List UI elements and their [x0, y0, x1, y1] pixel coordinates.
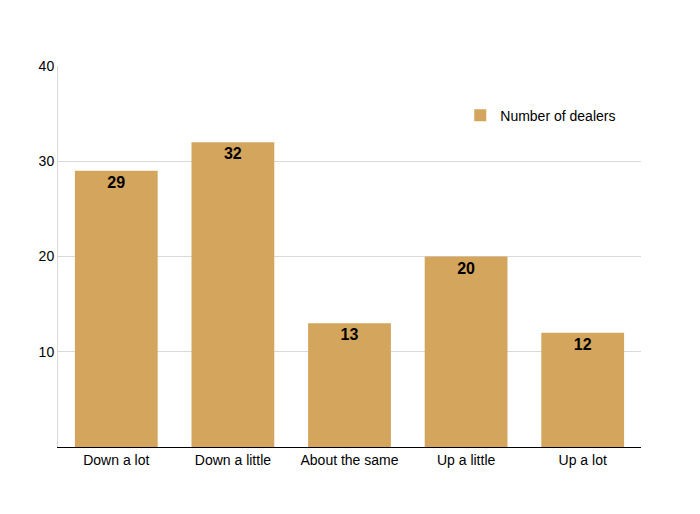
svg-text:Down a lot: Down a lot [83, 452, 149, 468]
svg-text:40: 40 [39, 58, 55, 74]
svg-text:29: 29 [107, 174, 125, 191]
svg-text:32: 32 [224, 145, 242, 162]
svg-text:Up a little: Up a little [437, 452, 496, 468]
svg-text:13: 13 [341, 326, 359, 343]
svg-text:Up a lot: Up a lot [559, 452, 607, 468]
svg-text:20: 20 [457, 260, 475, 277]
svg-text:30: 30 [39, 153, 55, 169]
svg-text:Number of dealers: Number of dealers [500, 108, 615, 124]
svg-text:Down a little: Down a little [195, 452, 271, 468]
svg-text:10: 10 [39, 344, 55, 360]
svg-text:12: 12 [574, 336, 592, 353]
svg-text:20: 20 [39, 248, 55, 264]
svg-text:About the same: About the same [300, 452, 398, 468]
